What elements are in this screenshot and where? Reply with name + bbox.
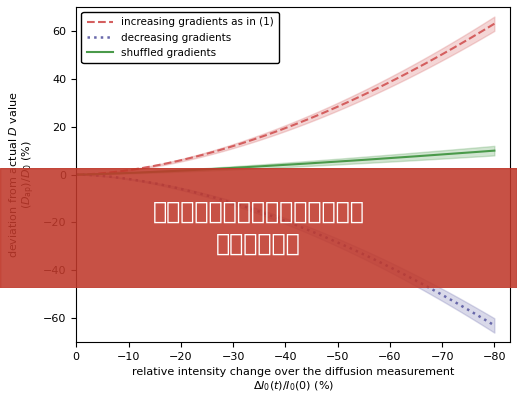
Text: 韩国超导体最新论文参考文献：超
导体最新研究: 韩国超导体最新论文参考文献：超 导体最新研究 [153, 200, 364, 256]
Legend: increasing gradients as in (1), decreasing gradients, shuffled gradients: increasing gradients as in (1), decreasi… [82, 12, 279, 63]
X-axis label: relative intensity change over the diffusion measurement
$\Delta I_0(t)/I_0(0)$ : relative intensity change over the diffu… [132, 368, 454, 393]
Y-axis label: deviation from actual $D$ value
$(D_{\mathrm{ap}})/D_0$ (%): deviation from actual $D$ value $(D_{\ma… [7, 91, 37, 258]
